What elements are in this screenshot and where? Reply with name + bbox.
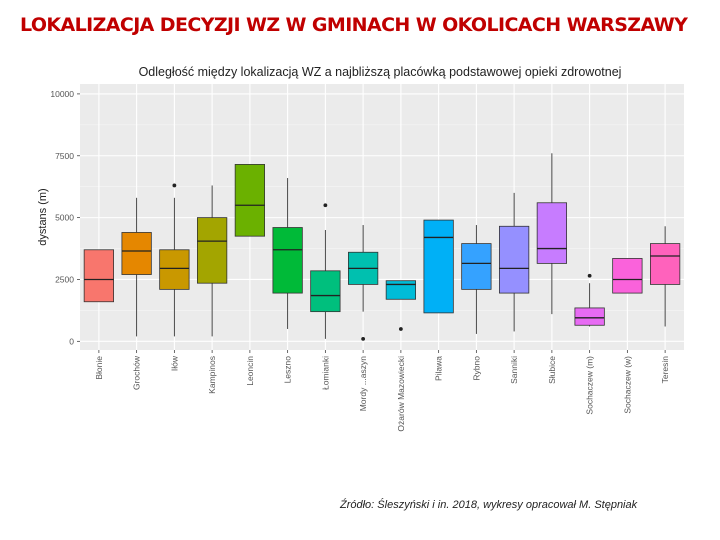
box--omianki bbox=[310, 203, 341, 339]
box-body bbox=[385, 280, 416, 300]
outlier-point bbox=[323, 203, 328, 208]
x-tick-label: Łomianki bbox=[320, 356, 330, 390]
chart-plot-background bbox=[80, 84, 684, 350]
x-tick-label: Teresin bbox=[660, 356, 670, 384]
box-b-onie bbox=[83, 249, 114, 303]
x-tick-label: Grochów bbox=[132, 355, 142, 390]
box-pilawa bbox=[423, 219, 454, 314]
box-body bbox=[310, 270, 341, 313]
box-body bbox=[536, 202, 567, 264]
box-sochaczew-m- bbox=[574, 273, 605, 327]
x-tick-label: Sochaczew (w) bbox=[622, 356, 632, 414]
box-body bbox=[574, 307, 605, 326]
box-body bbox=[121, 232, 152, 275]
y-tick-label: 10000 bbox=[50, 89, 74, 99]
box-i-w bbox=[159, 183, 190, 337]
box-body bbox=[612, 258, 643, 294]
y-tick-label: 7500 bbox=[55, 151, 74, 161]
box-body bbox=[197, 217, 228, 284]
x-tick-label: Iłów bbox=[169, 355, 179, 371]
slide-title: LOKALIZACJA DECYZJI WZ W GMINACH W OKOLI… bbox=[20, 14, 688, 36]
y-axis-label: dystans (m) bbox=[37, 188, 49, 245]
box-body bbox=[159, 249, 190, 290]
x-tick-label: Rybno bbox=[471, 356, 481, 381]
box-body bbox=[83, 249, 114, 303]
x-tick-label: Sochaczew (m) bbox=[585, 356, 595, 415]
x-tick-label: Sanniki bbox=[509, 356, 519, 384]
y-tick-label: 2500 bbox=[55, 274, 74, 284]
x-tick-label: Kampinos bbox=[207, 356, 217, 394]
box-body bbox=[650, 243, 681, 285]
box-sochaczew-w- bbox=[612, 258, 643, 294]
box-leoncin bbox=[234, 164, 265, 237]
box-kampinos bbox=[197, 185, 228, 337]
boxplot-chart: 0 2500 5000 7500 10000 Błonie Grochów Iłów Kampi… bbox=[37, 65, 684, 432]
box-body bbox=[499, 225, 530, 294]
source-note: Źródło: Śleszyński i in. 2018, wykresy o… bbox=[340, 499, 638, 511]
box-body bbox=[461, 243, 492, 290]
box-leszno bbox=[272, 178, 303, 329]
box-body bbox=[423, 219, 454, 314]
box-s-ubice bbox=[536, 153, 567, 315]
outlier-point bbox=[587, 273, 592, 278]
box-mordy-aszyn bbox=[348, 225, 379, 341]
box-body bbox=[234, 164, 265, 237]
box-rybno bbox=[461, 225, 492, 334]
x-tick-label: Ożarów Mazowiecki bbox=[396, 356, 406, 432]
x-tick-label: Błonie bbox=[94, 356, 104, 380]
box-body bbox=[272, 227, 303, 294]
x-tick-label: Mordy ...aszyn bbox=[358, 356, 368, 412]
box-groch-w bbox=[121, 197, 152, 337]
x-tick-label: Słubice bbox=[547, 356, 557, 384]
x-tick-label: Leszno bbox=[283, 356, 293, 384]
outlier-point bbox=[398, 327, 403, 331]
box-o-ar-w-mazowiecki bbox=[385, 280, 416, 331]
box-sanniki bbox=[499, 192, 530, 332]
outlier-point bbox=[361, 336, 366, 341]
y-tick-label: 0 bbox=[69, 336, 74, 346]
outlier-point bbox=[172, 183, 177, 188]
y-tick-label: 5000 bbox=[55, 213, 74, 223]
box-teresin bbox=[650, 226, 681, 327]
chart-title: Odległość między lokalizacją WZ a najbli… bbox=[139, 65, 622, 79]
x-tick-label: Leoncin bbox=[245, 356, 255, 386]
x-tick-label: Pilawa bbox=[434, 356, 444, 381]
